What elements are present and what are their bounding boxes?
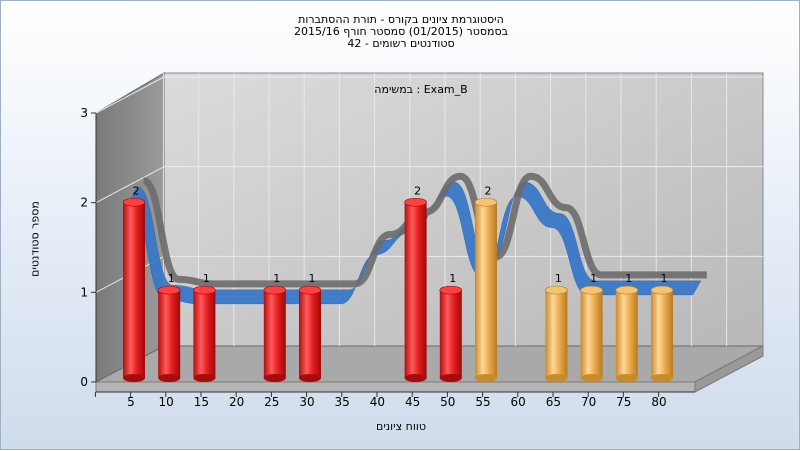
bar-base	[158, 374, 181, 382]
bar-body	[439, 290, 462, 378]
bar-cap	[580, 285, 603, 295]
x-tick-label: 35	[335, 395, 350, 409]
grid-side-line	[95, 166, 165, 204]
bar-value-label: 2	[133, 184, 140, 197]
bar-cap	[263, 285, 287, 295]
bar-body	[651, 290, 673, 378]
y-tick-label: 2	[80, 196, 88, 210]
bars: 2 1 1 1 1 2 1 2 1 1 1 1	[122, 184, 674, 382]
bar-value-label: 1	[309, 272, 316, 285]
bar-body	[299, 290, 321, 378]
y-tick-label: 3	[80, 106, 88, 120]
x-tick-label: 55	[475, 395, 490, 409]
bar-base	[193, 374, 216, 382]
bar-cap	[650, 285, 674, 295]
bar-base	[439, 374, 462, 382]
bar-base	[615, 374, 638, 382]
bar-cap	[157, 285, 181, 295]
bar-value-label: 1	[273, 272, 280, 285]
x-tick-label: 50	[440, 395, 455, 409]
bar-cap	[193, 285, 216, 295]
bar-value-label: 1	[449, 272, 456, 285]
bar-value-label: 1	[555, 272, 562, 285]
chart-title-line-3: סטודנטים רשומים - 42	[347, 37, 455, 50]
chart-subtitle: במשימה : Exam_B	[374, 83, 468, 96]
x-tick-label: 45	[405, 395, 420, 409]
x-tick-label: 30	[299, 395, 314, 409]
curve-ribbon-back	[142, 172, 707, 288]
bar-cap	[615, 285, 639, 295]
bar-cap	[298, 285, 322, 295]
bar-body	[263, 290, 286, 378]
chart-title-line-1: היסטוגרמת ציונים בקורס - תורת ההסתברות	[298, 13, 504, 26]
bar-base	[475, 374, 497, 382]
x-tick-label: 75	[616, 395, 631, 409]
x-tick-label: 60	[511, 395, 526, 409]
bar-base	[123, 374, 145, 382]
x-tick-label: 15	[194, 395, 209, 409]
bar-cap	[545, 285, 568, 295]
grid-side-line	[95, 76, 165, 114]
x-tick-label: 20	[229, 395, 244, 409]
y-tick-label: 1	[80, 285, 88, 299]
bar-body	[404, 202, 427, 378]
x-tick-label: 65	[546, 395, 561, 409]
x-tick-label: 5	[127, 395, 135, 409]
bar-value-label: 2	[414, 184, 421, 197]
bar-base	[545, 374, 568, 382]
y-axis-label: מספר סטודנטים	[28, 201, 42, 277]
x-tick-label: 40	[370, 395, 385, 409]
x-tick-label: 10	[159, 395, 174, 409]
bar-body	[615, 290, 638, 378]
bar-value-label: 1	[168, 272, 175, 285]
bar-cap	[474, 197, 498, 207]
bar-value-label: 2	[485, 184, 492, 197]
floor-right-edge	[694, 345, 764, 393]
x-tick-label: 70	[581, 395, 596, 409]
bar-body	[193, 290, 216, 378]
bar-value-label: 1	[625, 272, 632, 285]
x-tick-label: 25	[264, 395, 279, 409]
bar-body	[580, 290, 603, 378]
bar-base	[299, 374, 321, 382]
bar-base	[404, 374, 427, 382]
bar-body	[158, 290, 181, 378]
bar-base	[580, 374, 603, 382]
y-tick-label: 0	[80, 375, 88, 389]
floor-front-edge	[95, 381, 696, 393]
bar-base	[263, 374, 286, 382]
bar-cap	[439, 285, 463, 295]
bar-body	[545, 290, 568, 378]
bar-cap	[404, 197, 427, 207]
bar-body	[475, 202, 497, 378]
x-axis-label: טווח ציונים	[376, 420, 426, 433]
bar-value-label: 1	[590, 272, 597, 285]
bar-body	[123, 202, 145, 378]
bar-value-label: 1	[203, 272, 210, 285]
bar-value-label: 1	[661, 272, 668, 285]
chart-title-line-2: בסמסטר (01/2015) סמסטר חורף 2015/16	[294, 25, 508, 38]
bar-cap	[122, 197, 146, 207]
x-tick-label: 80	[651, 395, 666, 409]
bar-base	[651, 374, 673, 382]
